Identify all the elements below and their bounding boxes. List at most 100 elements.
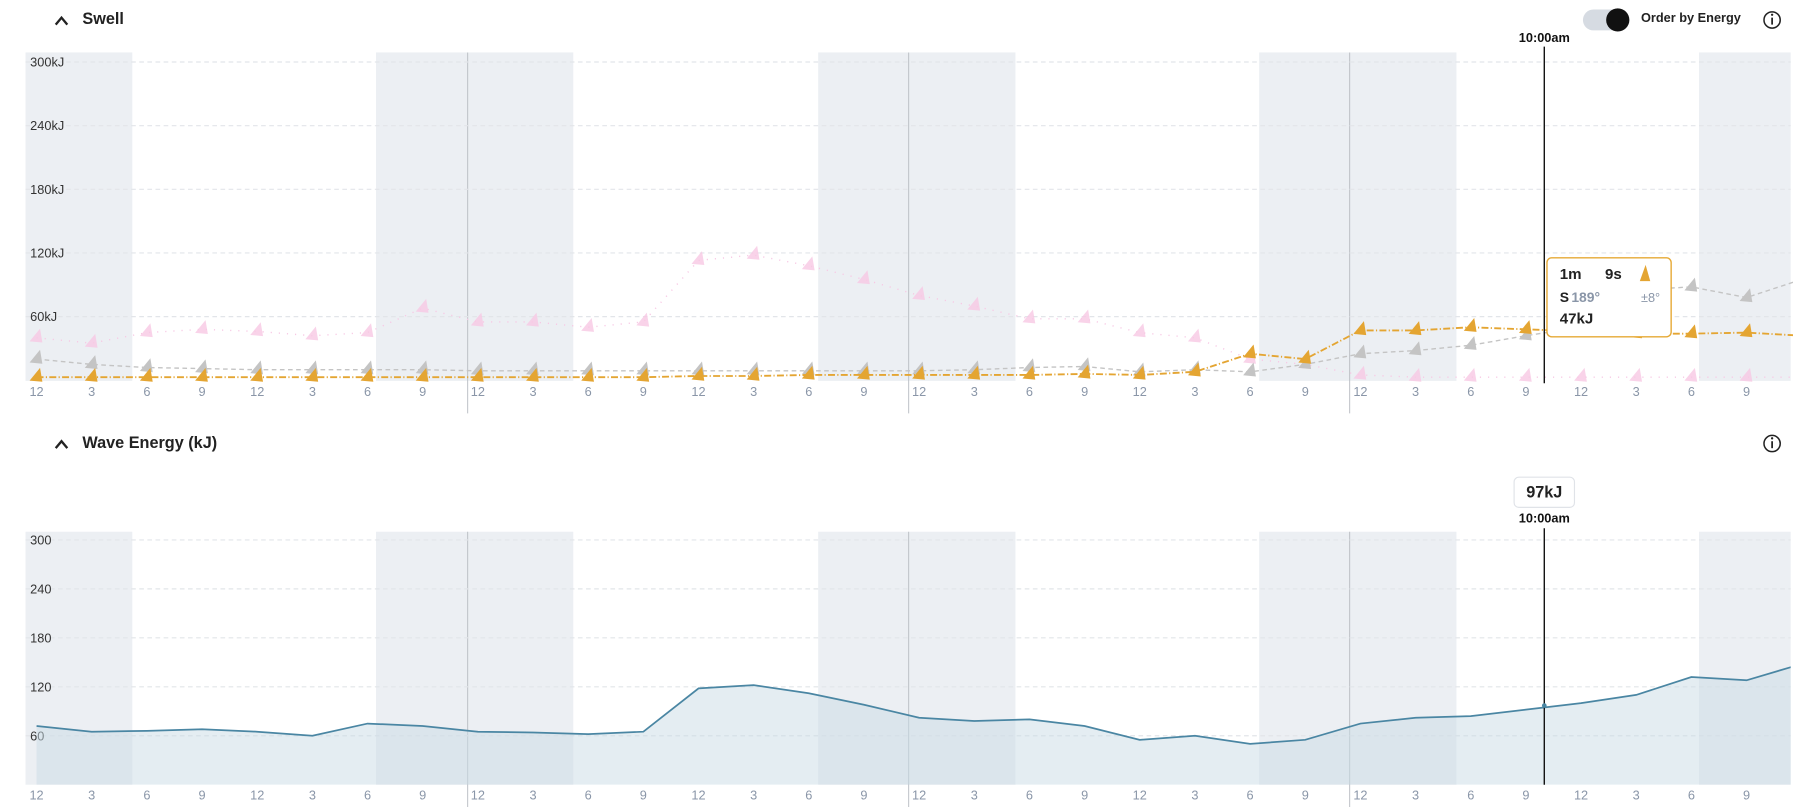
swell-line <box>36 281 1793 373</box>
x-tick-label: 3 <box>971 384 978 399</box>
swell-arrow <box>29 367 43 382</box>
info-circle[interactable] <box>1763 11 1781 29</box>
swell-arrow <box>691 251 705 266</box>
y-tick-label: 240 <box>30 581 51 596</box>
swell-arrow <box>1022 309 1036 324</box>
swell-arrow <box>1463 317 1477 332</box>
x-tick-label: 9 <box>860 384 867 399</box>
swell-arrow <box>360 367 374 382</box>
x-tick-label: 6 <box>1247 384 1254 399</box>
swell-arrow <box>801 256 815 271</box>
y-tick-label: 300kJ <box>30 55 64 70</box>
swell-arrow <box>1243 344 1256 359</box>
x-tick-label: 3 <box>1633 384 1640 399</box>
swell-arrow <box>1739 288 1753 303</box>
x-tick-label: 6 <box>143 788 150 803</box>
x-tick-label: 3 <box>1191 788 1198 803</box>
swell-arrow <box>1684 277 1698 292</box>
swell-arrow <box>967 365 981 380</box>
toggle-label: Order by Energy <box>1641 10 1742 25</box>
x-tick-label: 6 <box>364 788 371 803</box>
swell-arrow <box>1353 365 1367 380</box>
toggle-knob[interactable] <box>1606 8 1630 32</box>
x-tick-label: 3 <box>309 384 316 399</box>
swell-arrow <box>746 245 760 260</box>
swell-arrow <box>581 367 594 382</box>
collapse-chevron[interactable] <box>54 15 69 26</box>
swell-arrow <box>29 328 43 343</box>
x-tick-label: 12 <box>1574 384 1588 399</box>
swell-arrow <box>1629 367 1643 382</box>
toggle[interactable] <box>1582 8 1630 32</box>
swell-arrow <box>1187 328 1201 343</box>
x-tick-label: 6 <box>1026 384 1033 399</box>
x-tick-label: 6 <box>585 384 592 399</box>
tooltip-compass: S <box>1560 289 1569 305</box>
x-tick-label: 6 <box>805 384 812 399</box>
x-tick-label: 9 <box>1743 384 1750 399</box>
x-tick-label: 6 <box>805 788 812 803</box>
swell-arrow <box>195 367 208 382</box>
x-tick-label: 9 <box>198 384 205 399</box>
info-circle[interactable] <box>1763 434 1781 453</box>
swell-arrow <box>360 323 374 338</box>
tooltip-spread: ±8° <box>1641 290 1660 305</box>
tooltip-box <box>1546 257 1672 338</box>
x-tick-label: 12 <box>1574 788 1588 803</box>
x-tick-label: 3 <box>750 788 757 803</box>
collapse-chevron[interactable] <box>54 439 69 449</box>
night <box>25 52 133 381</box>
x-tick-label: 9 <box>640 788 647 803</box>
x-tick-label: 9 <box>860 788 867 803</box>
swell-arrow <box>1132 323 1146 338</box>
swell-arrow <box>1518 320 1532 335</box>
swell-arrow <box>29 349 43 364</box>
swell-arrow <box>139 358 153 373</box>
x-tick-label: 12 <box>912 384 926 399</box>
swell-arrow <box>1132 365 1146 380</box>
swell-arrow <box>305 326 319 341</box>
swell-arrow <box>857 270 870 285</box>
time-marker-label: 10:00am <box>1519 30 1570 45</box>
swell-arrow <box>1408 341 1422 356</box>
swell-arrow <box>746 366 760 381</box>
y-tick-label: 120kJ <box>30 246 64 261</box>
swell-arrow <box>581 317 594 332</box>
swell-arrow <box>1463 335 1477 350</box>
info-dot <box>1770 437 1774 440</box>
swell-arrow <box>857 365 870 380</box>
swell-arrow <box>636 312 650 327</box>
x-tick-label: 9 <box>1522 788 1529 803</box>
swell-arrow <box>305 367 319 382</box>
x-tick-label: 12 <box>691 384 705 399</box>
x-tick-label: 3 <box>88 788 95 803</box>
night <box>376 52 574 381</box>
time-marker-label: 10:00am <box>1519 510 1570 525</box>
x-tick-label: 12 <box>29 384 43 399</box>
swell-arrow <box>1243 362 1256 377</box>
swell-arrow <box>1353 344 1367 359</box>
swell-arrow <box>139 323 153 338</box>
swell-arrow <box>1739 323 1753 338</box>
marker-value-box <box>1513 476 1576 508</box>
y-tick-label: 180 <box>30 630 51 645</box>
x-tick-label: 12 <box>1353 384 1367 399</box>
x-tick-label: 12 <box>250 384 264 399</box>
x-tick-label: 6 <box>1467 384 1474 399</box>
night <box>818 52 1016 381</box>
x-tick-label: 6 <box>1688 384 1695 399</box>
swell-arrow <box>1739 367 1753 382</box>
swell-arrow <box>912 365 925 380</box>
x-tick-label: 12 <box>29 788 43 803</box>
swell-arrow <box>1298 349 1312 364</box>
info-icon[interactable] <box>1763 11 1781 29</box>
info-icon[interactable] <box>1763 434 1781 453</box>
x-tick-label: 9 <box>419 384 426 399</box>
x-tick-label: 9 <box>198 788 205 803</box>
swell-arrow <box>250 367 264 382</box>
x-tick-label: 6 <box>1247 788 1254 803</box>
swell-arrow <box>526 312 539 327</box>
night <box>1698 52 1791 381</box>
